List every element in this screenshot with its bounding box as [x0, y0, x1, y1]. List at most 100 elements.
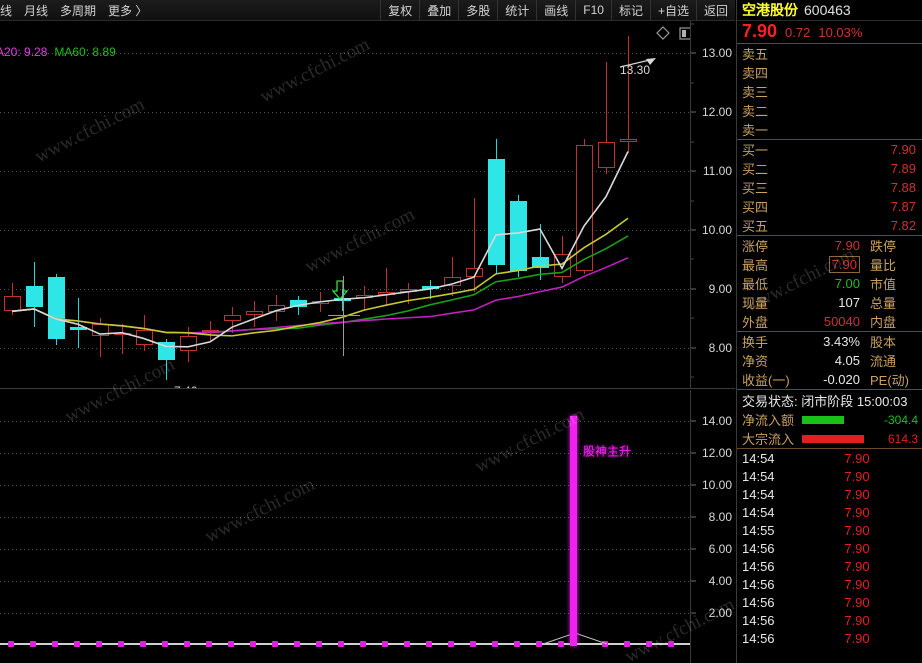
flow-label: 净流入额 — [742, 413, 795, 428]
stat-value: 3.43% — [823, 334, 860, 349]
tick-row[interactable]: 14:55 7.90 — [737, 521, 922, 539]
axis-minor-tick — [691, 376, 694, 378]
axis-label: 2.00 — [708, 606, 732, 621]
indicator-dot — [184, 640, 190, 647]
chart-corner-icons[interactable] — [654, 25, 690, 41]
main-plot-area[interactable]: 13.30 ←7.46 — [0, 21, 690, 388]
indicator-dot — [140, 640, 146, 647]
axis-tick — [691, 111, 696, 113]
toolbar-add-favorite[interactable]: +自选 — [649, 0, 696, 20]
stock-code: 600463 — [804, 2, 851, 18]
flow-row: 大宗流入 614.3 — [737, 429, 922, 448]
axis-label: 4.00 — [708, 574, 732, 589]
tick-row[interactable]: 14:56 7.90 — [737, 593, 922, 611]
bid-price: 7.87 — [890, 199, 916, 214]
gridline — [0, 112, 690, 114]
candle-wick — [408, 283, 409, 304]
gridline — [0, 581, 690, 583]
indicator-dot — [602, 640, 608, 647]
stat-label: 换手 — [742, 335, 769, 350]
toolbar-more[interactable]: 更多 〉 — [108, 3, 148, 18]
toolbar-mark[interactable]: 标记 — [610, 0, 650, 20]
axis-minor-tick — [691, 200, 694, 202]
candle-wick — [452, 256, 453, 296]
candle-wick — [78, 297, 79, 348]
candle-body — [576, 144, 593, 272]
candlestick — [620, 21, 638, 388]
toolbar-right-group: 复权 叠加 多股 统计 画线 F10 标记 +自选 返回 — [380, 0, 735, 20]
toolbar-f10[interactable]: F10 — [575, 0, 611, 20]
toolbar-overlay[interactable]: 叠加 — [419, 0, 458, 20]
candle-body — [246, 311, 263, 316]
candlestick — [576, 21, 594, 388]
main-price-chart[interactable]: A20: 9.28 MA60: 8.89 13.30 ←7.46 13.00 12.… — [0, 21, 735, 389]
tick-time: 14:56 — [742, 594, 775, 610]
bid-price: 7.89 — [890, 161, 916, 176]
toolbar-adjust[interactable]: 复权 — [380, 0, 419, 20]
indicator-dot — [96, 640, 102, 647]
candle-wick — [430, 280, 431, 300]
tick-row[interactable]: 14:56 7.90 — [737, 575, 922, 593]
axis-tick — [691, 52, 696, 54]
tick-row[interactable]: 14:54 7.90 — [737, 485, 922, 503]
high-price-marker: 13.30 — [620, 63, 651, 77]
indicator-dot — [404, 640, 410, 647]
stat-row: 最高 7.90 量比 — [737, 255, 922, 274]
flow-bar — [802, 415, 844, 424]
candlestick — [224, 21, 242, 388]
tick-time: 14:56 — [742, 630, 775, 646]
bid-levels: 买一 7.90 买二 7.89 买三 7.88 买四 7.87 买五 7.82 — [737, 140, 922, 235]
indicator-dot — [624, 640, 630, 647]
axis-label: 8.00 — [708, 340, 732, 355]
tick-row[interactable]: 14:56 7.90 — [737, 539, 922, 557]
tick-list[interactable]: 14:54 7.90 14:54 7.90 14:54 7.90 14:54 7.90 14:5… — [737, 449, 922, 647]
ma60-legend: MA60: 8.89 — [54, 45, 116, 59]
main-price-axis: 13.00 12.00 11.00 10.00 9.00 8.00 — [690, 21, 735, 388]
stat-row: 现量 107 总量 — [737, 293, 922, 312]
candlestick — [246, 21, 264, 388]
trade-status: 交易状态: 闭市阶段 15:00:03 — [742, 393, 908, 409]
axis-minor-tick — [691, 317, 694, 319]
axis-label: 10.00 — [701, 223, 732, 238]
stat-label-2: 量比 — [870, 258, 897, 273]
axis-label: 12.00 — [701, 105, 732, 120]
toolbar-multi-period[interactable]: 多周期 — [60, 3, 97, 18]
stat-label: 外盘 — [742, 315, 769, 330]
toolbar-draw-line[interactable]: 画线 — [536, 0, 575, 20]
tick-price: 7.90 — [844, 450, 870, 466]
tick-row[interactable]: 14:54 7.90 — [737, 449, 922, 467]
indicator-dot — [8, 640, 14, 647]
axis-label: 10.00 — [701, 478, 732, 493]
tick-price: 7.90 — [844, 540, 870, 556]
tick-row[interactable]: 14:54 7.90 — [737, 503, 922, 521]
signal-label: 股神主升 — [583, 444, 632, 459]
toolbar-statistics[interactable]: 统计 — [497, 0, 536, 20]
flow-value: 614.3 — [887, 431, 918, 446]
bid-label: 买三 — [742, 181, 769, 196]
buy-signal-arrow-icon — [332, 280, 348, 300]
tick-price: 7.90 — [844, 468, 870, 484]
toolbar-period-month[interactable]: 月线 — [24, 3, 49, 18]
candle-wick — [474, 197, 475, 292]
candle-wick — [606, 62, 607, 175]
bid-price: 7.88 — [890, 180, 916, 195]
tick-row[interactable]: 14:54 7.90 — [737, 467, 922, 485]
stat-value: 4.05 — [834, 353, 860, 368]
sub-plot-area[interactable]: 股神主升 — [0, 390, 690, 663]
toolbar-multi-stock[interactable]: 多股 — [458, 0, 497, 20]
candle-wick — [628, 35, 629, 154]
stats-divider-mid — [737, 331, 922, 332]
tick-row[interactable]: 14:56 7.90 — [737, 629, 922, 647]
stat-label: 最低 — [742, 277, 769, 292]
tick-row[interactable]: 14:56 7.90 — [737, 557, 922, 575]
stat-label-2: 总量 — [870, 296, 897, 311]
tick-row[interactable]: 14:56 7.90 — [737, 611, 922, 629]
ask-label: 卖五 — [742, 47, 769, 62]
indicator-dot — [316, 640, 322, 647]
tick-time: 14:56 — [742, 540, 775, 556]
toolbar-back[interactable]: 返回 — [695, 0, 735, 20]
candlestick — [532, 21, 550, 388]
toolbar-period-week[interactable]: 线 — [0, 3, 13, 18]
sub-indicator-chart[interactable]: 股神主升 14.00 12.00 10.00 8.00 6.00 4.00 2.00 — [0, 390, 735, 663]
price-change: 0.72 — [785, 25, 811, 40]
